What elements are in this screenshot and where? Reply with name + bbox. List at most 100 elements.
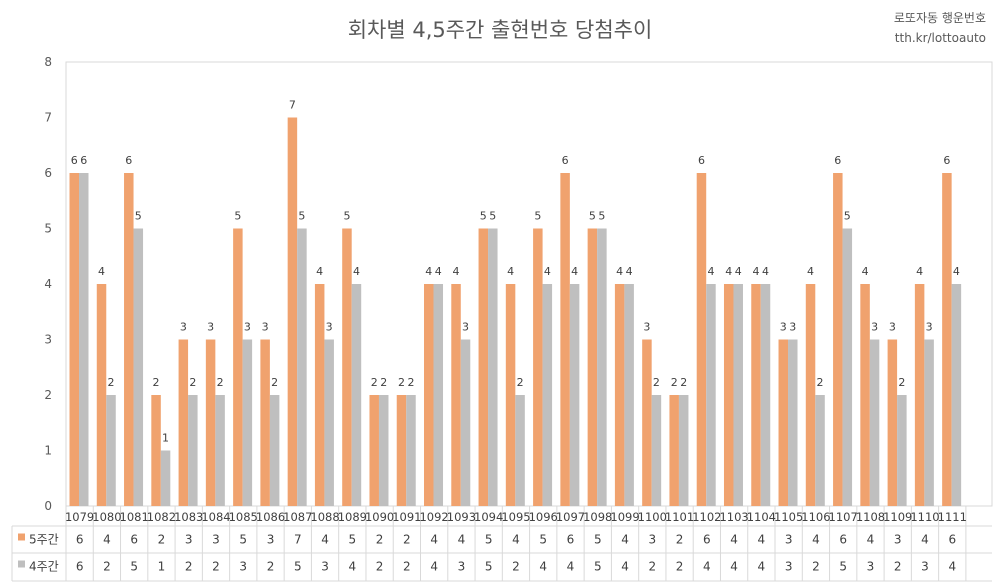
bar-4weeks <box>242 339 253 506</box>
table-cell-value: 4 <box>758 533 766 547</box>
x-category-label: 1102 <box>692 510 721 524</box>
x-category-label: 1110 <box>910 510 939 524</box>
table-cell-value: 4 <box>458 533 466 547</box>
x-category-label: 1105 <box>774 510 803 524</box>
data-label: 3 <box>262 321 269 334</box>
data-label: 4 <box>353 265 360 278</box>
table-cell-value: 2 <box>676 560 684 574</box>
table-cell-value: 2 <box>267 560 275 574</box>
table-cell-value: 6 <box>76 533 84 547</box>
legend-label: 5주간 <box>29 533 59 547</box>
table-cell-value: 4 <box>539 560 547 574</box>
data-label: 4 <box>626 265 633 278</box>
bar-4weeks <box>378 395 389 506</box>
bar-5weeks <box>505 284 516 506</box>
data-label: 5 <box>343 210 350 223</box>
x-category-label: 1080 <box>92 510 121 524</box>
table-cell-value: 7 <box>294 533 302 547</box>
bar-5weeks <box>260 339 270 506</box>
x-category-label: 1090 <box>365 510 394 524</box>
bar-4weeks <box>706 284 716 506</box>
bar-5weeks <box>396 395 407 506</box>
bar-4weeks <box>624 284 634 506</box>
bar-4weeks <box>488 228 498 506</box>
data-label: 3 <box>207 321 214 334</box>
data-label: 2 <box>371 376 378 389</box>
x-category-label: 1106 <box>801 510 830 524</box>
bar-4weeks <box>951 284 962 506</box>
data-label: 4 <box>916 265 923 278</box>
bar-5weeks <box>69 173 79 506</box>
table-cell-value: 4 <box>621 560 629 574</box>
bar-4weeks <box>788 339 798 506</box>
data-label: 2 <box>189 376 196 389</box>
bar-4weeks <box>188 395 198 506</box>
bar-4weeks <box>842 228 853 506</box>
x-category-label: 1096 <box>529 510 558 524</box>
y-tick-label: 6 <box>44 166 52 180</box>
bar-4weeks <box>760 284 771 506</box>
data-label: 2 <box>671 376 678 389</box>
data-label: 1 <box>162 432 169 445</box>
bar-4weeks <box>542 284 553 506</box>
table-cell-value: 6 <box>839 533 847 547</box>
bar-5weeks <box>178 339 189 506</box>
data-label: 2 <box>108 376 115 389</box>
bar-4weeks <box>460 339 471 506</box>
data-label: 2 <box>380 376 387 389</box>
table-cell-value: 5 <box>539 533 547 547</box>
table-cell-value: 3 <box>321 560 329 574</box>
bar-4weeks <box>815 395 825 506</box>
data-label: 6 <box>834 154 841 167</box>
bar-5weeks <box>424 284 434 506</box>
data-label: 5 <box>480 210 487 223</box>
x-category-label: 1084 <box>201 510 230 524</box>
data-label: 2 <box>271 376 278 389</box>
x-category-label: 1092 <box>419 510 448 524</box>
table-cell-value: 4 <box>512 533 520 547</box>
data-label: 6 <box>698 154 705 167</box>
data-label: 2 <box>398 376 405 389</box>
table-cell-value: 5 <box>485 533 493 547</box>
bar-4weeks <box>351 284 362 506</box>
chart-bars <box>69 117 962 506</box>
bar-5weeks <box>642 339 652 506</box>
x-category-label: 1094 <box>474 510 503 524</box>
data-label: 4 <box>762 265 769 278</box>
table-cell-value: 2 <box>158 533 166 547</box>
brand-label: 로또자동 행운번호 tth.kr/lottoauto <box>894 8 986 48</box>
bar-5weeks <box>451 284 461 506</box>
table-cell-value: 5 <box>839 560 847 574</box>
bar-5weeks <box>833 173 843 506</box>
data-label: 6 <box>125 154 132 167</box>
table-cell-value: 4 <box>812 533 820 547</box>
bar-5weeks <box>151 395 161 506</box>
x-category-label: 1087 <box>283 510 312 524</box>
table-cell-value: 2 <box>648 560 656 574</box>
legend-swatch <box>18 560 25 568</box>
y-tick-label: 0 <box>44 499 52 513</box>
table-cell-value: 2 <box>376 533 384 547</box>
bar-5weeks <box>887 339 898 506</box>
table-cell-value: 4 <box>321 533 329 547</box>
data-label: 3 <box>326 321 333 334</box>
bar-5weeks <box>369 395 379 506</box>
table-cell-value: 3 <box>185 533 193 547</box>
table-cell-value: 4 <box>621 533 629 547</box>
legend-swatch <box>18 533 25 541</box>
table-cell-value: 4 <box>948 560 956 574</box>
table-cell-value: 1 <box>158 560 166 574</box>
table-cell-value: 2 <box>403 533 411 547</box>
x-category-label: 1111 <box>938 510 967 524</box>
data-label: 4 <box>425 265 432 278</box>
data-label: 2 <box>653 376 660 389</box>
data-label: 4 <box>544 265 551 278</box>
bar-4weeks <box>869 339 880 506</box>
bar-5weeks <box>342 228 352 506</box>
chart-axes: 0 1 2 3 4 5 6 7 8 <box>44 55 993 513</box>
data-label: 2 <box>517 376 524 389</box>
table-cell-value: 3 <box>785 533 793 547</box>
bar-4weeks <box>106 395 116 506</box>
